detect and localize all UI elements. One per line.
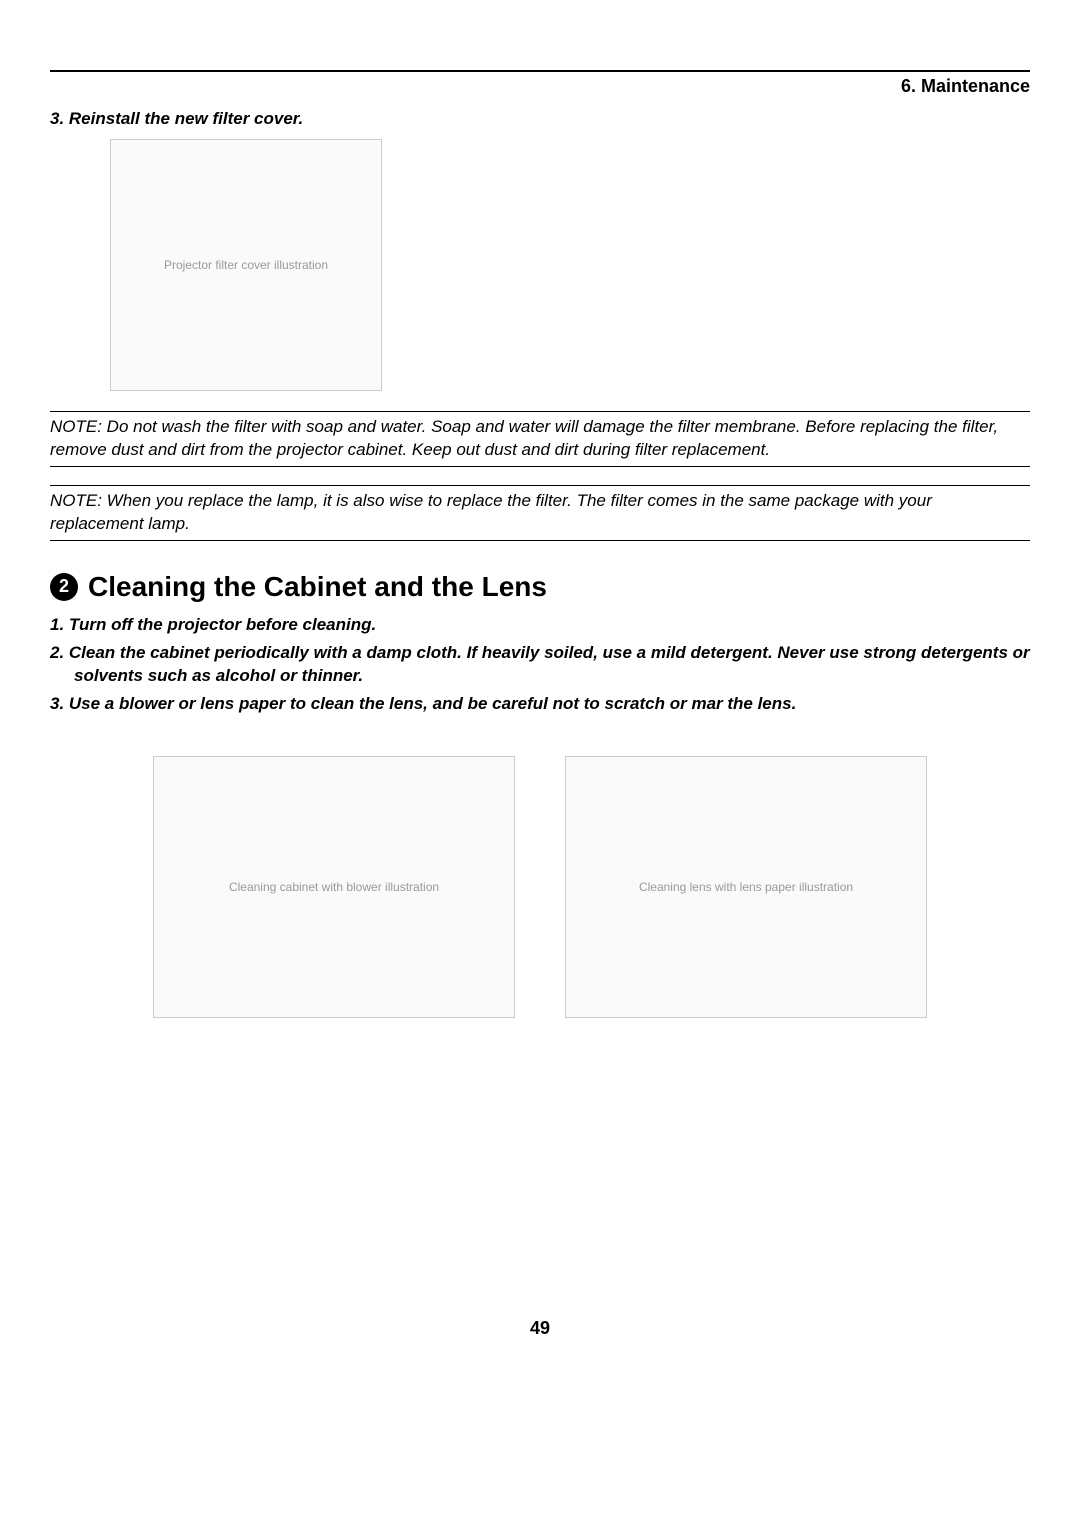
filter-step-3: 3. Reinstall the new filter cover.: [50, 109, 1030, 129]
figure-placeholder-label: Projector filter cover illustration: [164, 258, 328, 272]
page-container: 6. Maintenance 3. Reinstall the new filt…: [0, 0, 1080, 1369]
note-filter-wash: NOTE: Do not wash the filter with soap a…: [50, 411, 1030, 467]
figure-placeholder-label: Cleaning cabinet with blower illustratio…: [229, 880, 439, 894]
cleaning-step-2: 2. Clean the cabinet periodically with a…: [50, 641, 1030, 689]
section-2-title: 2 Cleaning the Cabinet and the Lens: [50, 571, 1030, 603]
header-rule: [50, 70, 1030, 72]
section-heading: Cleaning the Cabinet and the Lens: [88, 571, 547, 603]
cleaning-steps-list: 1. Turn off the projector before cleanin…: [50, 613, 1030, 716]
cleaning-step-3: 3. Use a blower or lens paper to clean t…: [50, 692, 1030, 716]
chapter-header: 6. Maintenance: [50, 76, 1030, 97]
figure-filter-cover: Projector filter cover illustration: [110, 139, 382, 391]
page-number: 49: [50, 1318, 1030, 1339]
section-number-badge: 2: [50, 573, 78, 601]
cleaning-step-1: 1. Turn off the projector before cleanin…: [50, 613, 1030, 637]
figure-placeholder-label: Cleaning lens with lens paper illustrati…: [639, 880, 853, 894]
note-lamp-filter: NOTE: When you replace the lamp, it is a…: [50, 485, 1030, 541]
figure-clean-lens: Cleaning lens with lens paper illustrati…: [565, 756, 927, 1018]
figure-clean-cabinet: Cleaning cabinet with blower illustratio…: [153, 756, 515, 1018]
cleaning-figures-row: Cleaning cabinet with blower illustratio…: [50, 756, 1030, 1018]
